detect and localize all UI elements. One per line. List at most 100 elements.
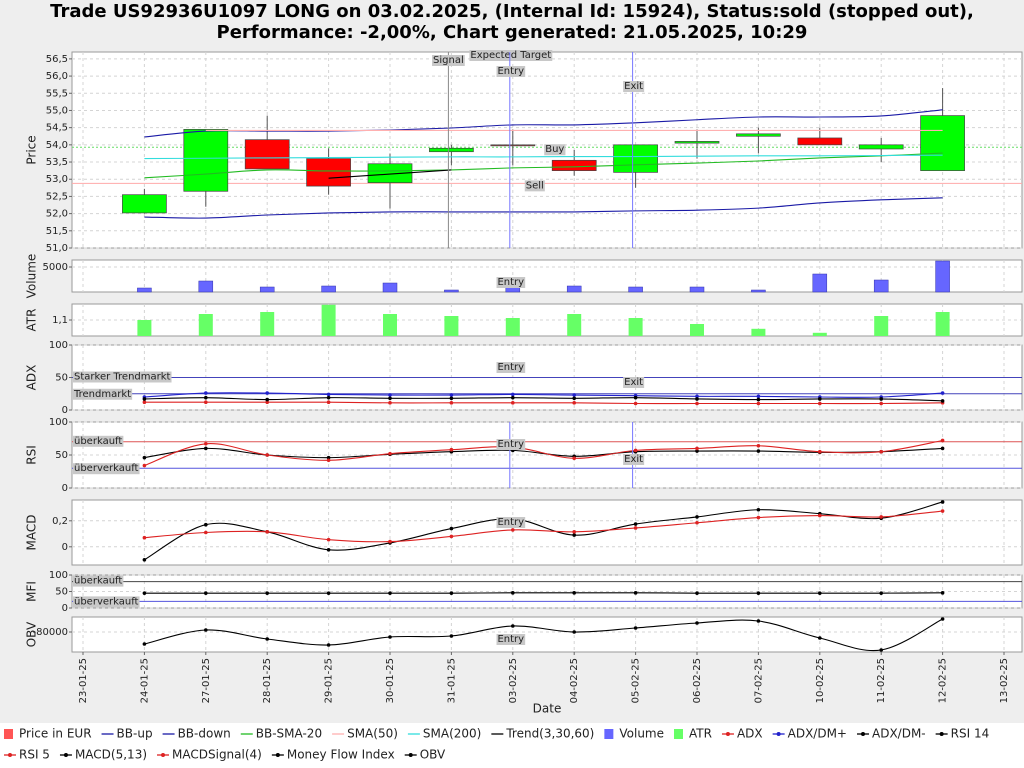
x-tick-label: 13-02-25 (999, 658, 1010, 703)
point (879, 515, 883, 519)
legend-area (0, 723, 1024, 768)
point (388, 635, 392, 639)
event-label: Entry (497, 439, 524, 450)
candle-body (797, 137, 843, 146)
point (940, 617, 945, 621)
legend-item: Money Flow Index (271, 748, 395, 762)
point (511, 591, 515, 595)
reference-label: überverkauft (74, 596, 139, 607)
y-tick-label: 0,2 (52, 516, 68, 527)
point (756, 397, 761, 402)
reference-label-bg (73, 463, 140, 475)
point (449, 396, 454, 401)
point (940, 446, 945, 451)
reference-label-bg (73, 435, 124, 447)
point (879, 591, 883, 595)
y-tick-label: 100 (49, 417, 68, 428)
y-axis-label: RSI (25, 445, 39, 465)
candle-body (613, 144, 658, 173)
bar (382, 282, 398, 293)
legend-item: ATR (674, 727, 712, 741)
point (572, 393, 576, 397)
point (756, 401, 761, 406)
reference-label: Starker Trendmarkt (74, 372, 171, 383)
legend-label: ADX (737, 727, 763, 741)
point (633, 522, 638, 526)
candle-body (551, 159, 597, 171)
legend-swatch (674, 729, 683, 739)
legend-label: ADX/DM+ (788, 727, 847, 741)
candle-body (244, 139, 290, 170)
bar (751, 328, 766, 336)
reference-label-bg (73, 371, 172, 383)
y-tick-label: 5000 (43, 262, 68, 273)
candle-body (367, 163, 413, 184)
candle-body (674, 141, 720, 144)
y-tick-label: 0 (62, 542, 68, 553)
y-tick-label: -80000 (33, 627, 68, 638)
candle-body (429, 147, 474, 153)
y-axis-label: OBV (25, 621, 39, 647)
point (204, 441, 208, 446)
y-tick-label: 56,0 (46, 71, 68, 82)
legend-swatch (604, 729, 614, 739)
point (879, 449, 883, 454)
point (818, 397, 822, 401)
point (204, 628, 208, 632)
bar (628, 318, 643, 336)
point (940, 391, 945, 395)
candle-body (920, 115, 965, 171)
legend-label: SMA(200) (423, 727, 481, 741)
legend-item: RSI 5 (4, 748, 50, 762)
legend-item: BB-down (162, 727, 231, 741)
event-label-bg (469, 50, 553, 61)
bar (137, 287, 152, 293)
reference-label-bg (544, 144, 566, 156)
legend-item: ADX (721, 727, 763, 741)
x-tick-label: 10-02-25 (815, 658, 826, 703)
point (572, 533, 576, 537)
series-line (144, 152, 943, 179)
point (449, 447, 454, 452)
legend-item: OBV (404, 748, 446, 762)
point (695, 397, 699, 401)
reference-label: überkauft (74, 436, 122, 447)
point (326, 591, 331, 595)
event-label-bg (623, 454, 645, 465)
x-tick-label: 12-02-25 (938, 658, 949, 703)
point (695, 621, 699, 625)
point (388, 539, 392, 544)
point (633, 526, 638, 530)
event-label-bg (496, 66, 526, 77)
point (572, 530, 576, 534)
plot-area (71, 616, 1023, 653)
point (879, 401, 883, 406)
candle-body (306, 158, 351, 187)
point (695, 449, 699, 453)
point (818, 449, 822, 454)
point (326, 392, 331, 397)
x-tick-label: 05-02-25 (631, 658, 642, 703)
legend-label: RSI 14 (951, 727, 990, 741)
legend-item: RSI 14 (935, 727, 990, 741)
point (511, 392, 515, 397)
event-label: Entry (497, 634, 524, 645)
y-tick-label: 56,5 (46, 54, 68, 65)
legend-item: ADX/DM+ (772, 727, 847, 741)
point (940, 591, 945, 595)
point (326, 458, 331, 463)
point (449, 393, 454, 397)
x-tick-label: 29-01-25 (324, 658, 335, 703)
y-axis-label: ADX (25, 365, 39, 391)
event-label: Exit (624, 81, 643, 92)
point (388, 401, 392, 405)
legend-item: Volume (604, 727, 664, 741)
x-tick-label: 23-01-25 (78, 658, 89, 703)
point (142, 591, 147, 595)
point (818, 513, 822, 518)
bar (935, 312, 950, 336)
point (572, 401, 576, 405)
y-tick-label: 0 (62, 603, 68, 614)
legend-swatch-dot (408, 753, 413, 757)
point (572, 396, 576, 401)
